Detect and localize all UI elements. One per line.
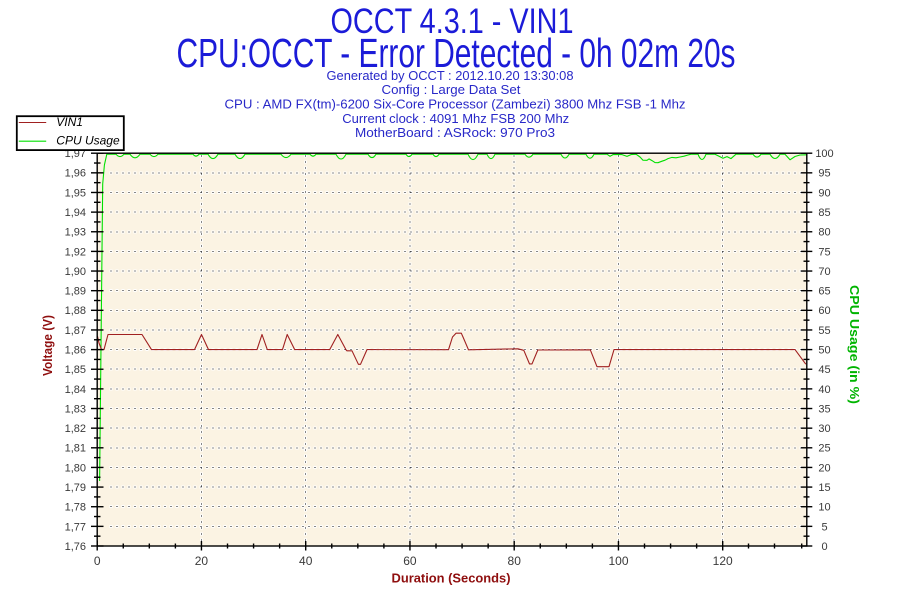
svg-text:1,83: 1,83 [65, 403, 86, 415]
svg-text:CPU:OCCT - Error Detected - 0h: CPU:OCCT - Error Detected - 0h 02m 20s [177, 30, 736, 76]
svg-text:60: 60 [403, 554, 417, 568]
svg-text:1,78: 1,78 [65, 502, 86, 514]
svg-text:20: 20 [195, 554, 209, 568]
svg-text:1,81: 1,81 [65, 443, 86, 455]
svg-text:Current clock : 4091 Mhz FSB 2: Current clock : 4091 Mhz FSB 200 Mhz [342, 111, 569, 126]
svg-text:1,89: 1,89 [65, 286, 86, 298]
svg-text:90: 90 [818, 187, 830, 199]
svg-text:1,77: 1,77 [65, 521, 86, 533]
svg-text:1,85: 1,85 [65, 364, 86, 376]
svg-text:MotherBoard : ASRock: 970 Pro3: MotherBoard : ASRock: 970 Pro3 [355, 125, 555, 140]
svg-text:1,97: 1,97 [65, 148, 86, 160]
svg-text:100: 100 [815, 148, 833, 160]
svg-text:1,88: 1,88 [65, 305, 86, 317]
svg-text:1,93: 1,93 [65, 227, 86, 239]
svg-text:40: 40 [818, 384, 830, 396]
svg-text:15: 15 [818, 482, 830, 494]
svg-text:10: 10 [818, 502, 830, 514]
svg-text:1,76: 1,76 [65, 541, 86, 553]
svg-text:1,79: 1,79 [65, 482, 86, 494]
svg-text:1,84: 1,84 [65, 384, 86, 396]
svg-text:30: 30 [818, 423, 830, 435]
svg-text:70: 70 [818, 266, 830, 278]
svg-text:0: 0 [94, 554, 101, 568]
svg-text:5: 5 [821, 521, 827, 533]
svg-text:VIN1: VIN1 [56, 115, 83, 129]
svg-text:1,95: 1,95 [65, 187, 86, 199]
svg-text:80: 80 [818, 227, 830, 239]
svg-text:20: 20 [818, 462, 830, 474]
svg-text:1,90: 1,90 [65, 266, 86, 278]
svg-text:0: 0 [821, 541, 827, 553]
svg-text:CPU Usage (in %): CPU Usage (in %) [847, 285, 862, 404]
svg-text:95: 95 [818, 168, 830, 180]
svg-text:1,80: 1,80 [65, 462, 86, 474]
svg-text:25: 25 [818, 443, 830, 455]
svg-text:CPU : AMD FX(tm)-6200 Six-Core: CPU : AMD FX(tm)-6200 Six-Core Processor… [225, 96, 686, 111]
svg-text:50: 50 [818, 345, 830, 357]
svg-text:40: 40 [299, 554, 313, 568]
svg-text:1,92: 1,92 [65, 246, 86, 258]
svg-text:Duration (Seconds): Duration (Seconds) [392, 571, 511, 586]
svg-text:1,86: 1,86 [65, 345, 86, 357]
svg-text:OCCT 4.3.1 - VIN1: OCCT 4.3.1 - VIN1 [331, 2, 574, 41]
svg-text:1,96: 1,96 [65, 168, 86, 180]
svg-text:1,87: 1,87 [65, 325, 86, 337]
svg-text:100: 100 [608, 554, 628, 568]
svg-text:1,94: 1,94 [65, 207, 86, 219]
svg-text:120: 120 [713, 554, 733, 568]
svg-text:Config : Large Data Set: Config : Large Data Set [382, 82, 521, 97]
svg-text:75: 75 [818, 246, 830, 258]
svg-text:Generated by OCCT : 2012.10.20: Generated by OCCT : 2012.10.20 13:30:08 [327, 68, 574, 83]
svg-text:55: 55 [818, 325, 830, 337]
svg-text:85: 85 [818, 207, 830, 219]
svg-text:80: 80 [508, 554, 522, 568]
svg-text:35: 35 [818, 403, 830, 415]
svg-text:60: 60 [818, 305, 830, 317]
svg-text:Voltage (V): Voltage (V) [40, 315, 55, 376]
svg-text:65: 65 [818, 286, 830, 298]
svg-text:1,82: 1,82 [65, 423, 86, 435]
svg-text:45: 45 [818, 364, 830, 376]
svg-text:CPU Usage: CPU Usage [56, 133, 120, 147]
